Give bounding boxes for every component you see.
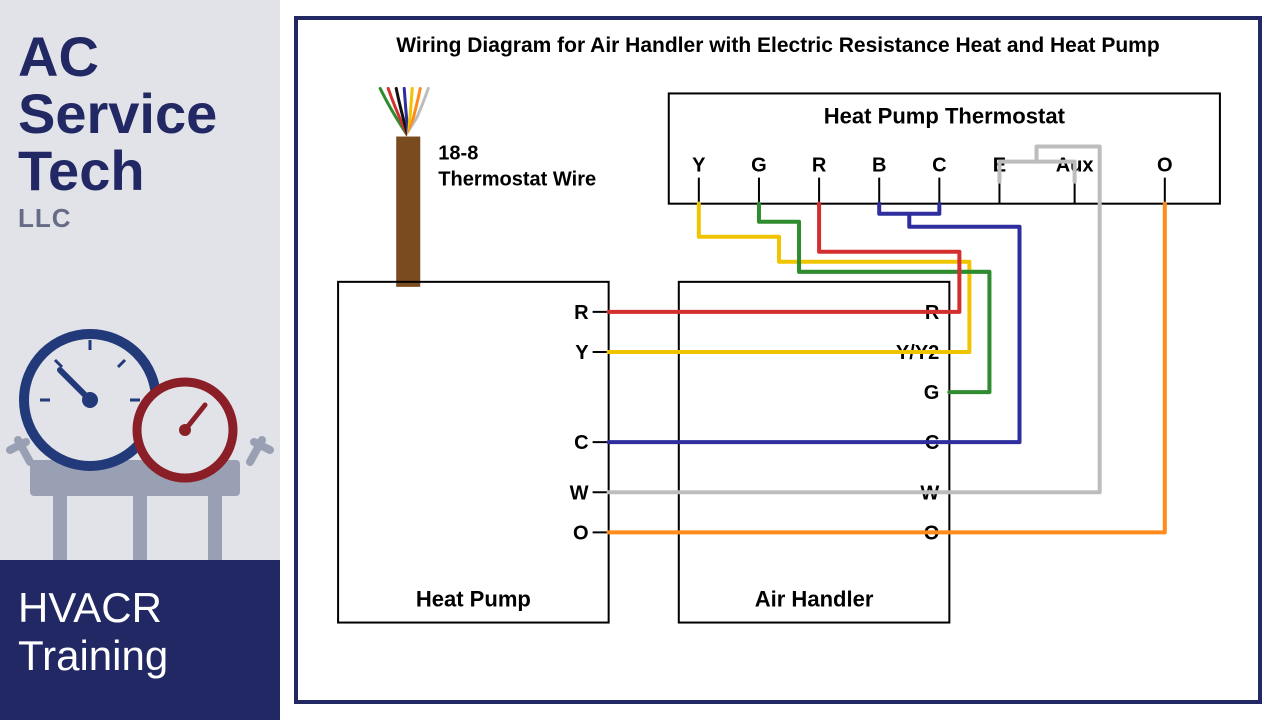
wire-B/C (609, 204, 1020, 442)
heat-pump-box: Heat Pump RY C WO (338, 282, 609, 623)
svg-text:G: G (924, 382, 940, 404)
diagram-frame: Wiring Diagram for Air Handler with Elec… (294, 16, 1262, 704)
footer-line-1: HVACR (18, 584, 262, 632)
svg-text:R: R (812, 155, 827, 177)
brand-line-1: AC (18, 28, 262, 85)
wire-label-1: 18-8 (438, 143, 478, 165)
brand-line-2: Service (18, 85, 262, 142)
heat-pump-label: Heat Pump (416, 587, 531, 612)
gauges-icon (0, 290, 280, 560)
thermostat-label: Heat Pump Thermostat (824, 104, 1066, 129)
brand-panel: AC Service Tech LLC (0, 0, 280, 560)
svg-text:R: R (574, 302, 589, 324)
air-handler-label: Air Handler (755, 587, 874, 612)
brand-footer: HVACR Training (0, 560, 280, 720)
thermostat-box: Heat Pump Thermostat YGRBCEAuxO (669, 93, 1220, 203)
brand-sub: LLC (18, 203, 262, 234)
brand-line-3: Tech (18, 142, 262, 199)
svg-text:G: G (751, 155, 767, 177)
air-handler-box: Air Handler RY/Y2GCWO (679, 282, 950, 623)
svg-text:Y: Y (575, 342, 589, 364)
svg-text:W: W (570, 482, 589, 504)
wire-label-2: Thermostat Wire (438, 169, 596, 191)
brand-sidebar: AC Service Tech LLC (0, 0, 280, 720)
svg-text:B: B (872, 155, 886, 177)
svg-text:Y: Y (692, 155, 706, 177)
diagram-area: Wiring Diagram for Air Handler with Elec… (280, 0, 1280, 720)
wire-G (759, 204, 989, 392)
thermostat-wire-icon: 18-8 Thermostat Wire (380, 88, 596, 286)
footer-line-2: Training (18, 632, 262, 680)
svg-text:C: C (932, 155, 946, 177)
svg-text:O: O (573, 522, 589, 544)
svg-text:O: O (1157, 155, 1173, 177)
wiring-diagram: 18-8 Thermostat Wire Heat Pump Thermosta… (298, 20, 1258, 700)
svg-text:C: C (574, 432, 588, 454)
